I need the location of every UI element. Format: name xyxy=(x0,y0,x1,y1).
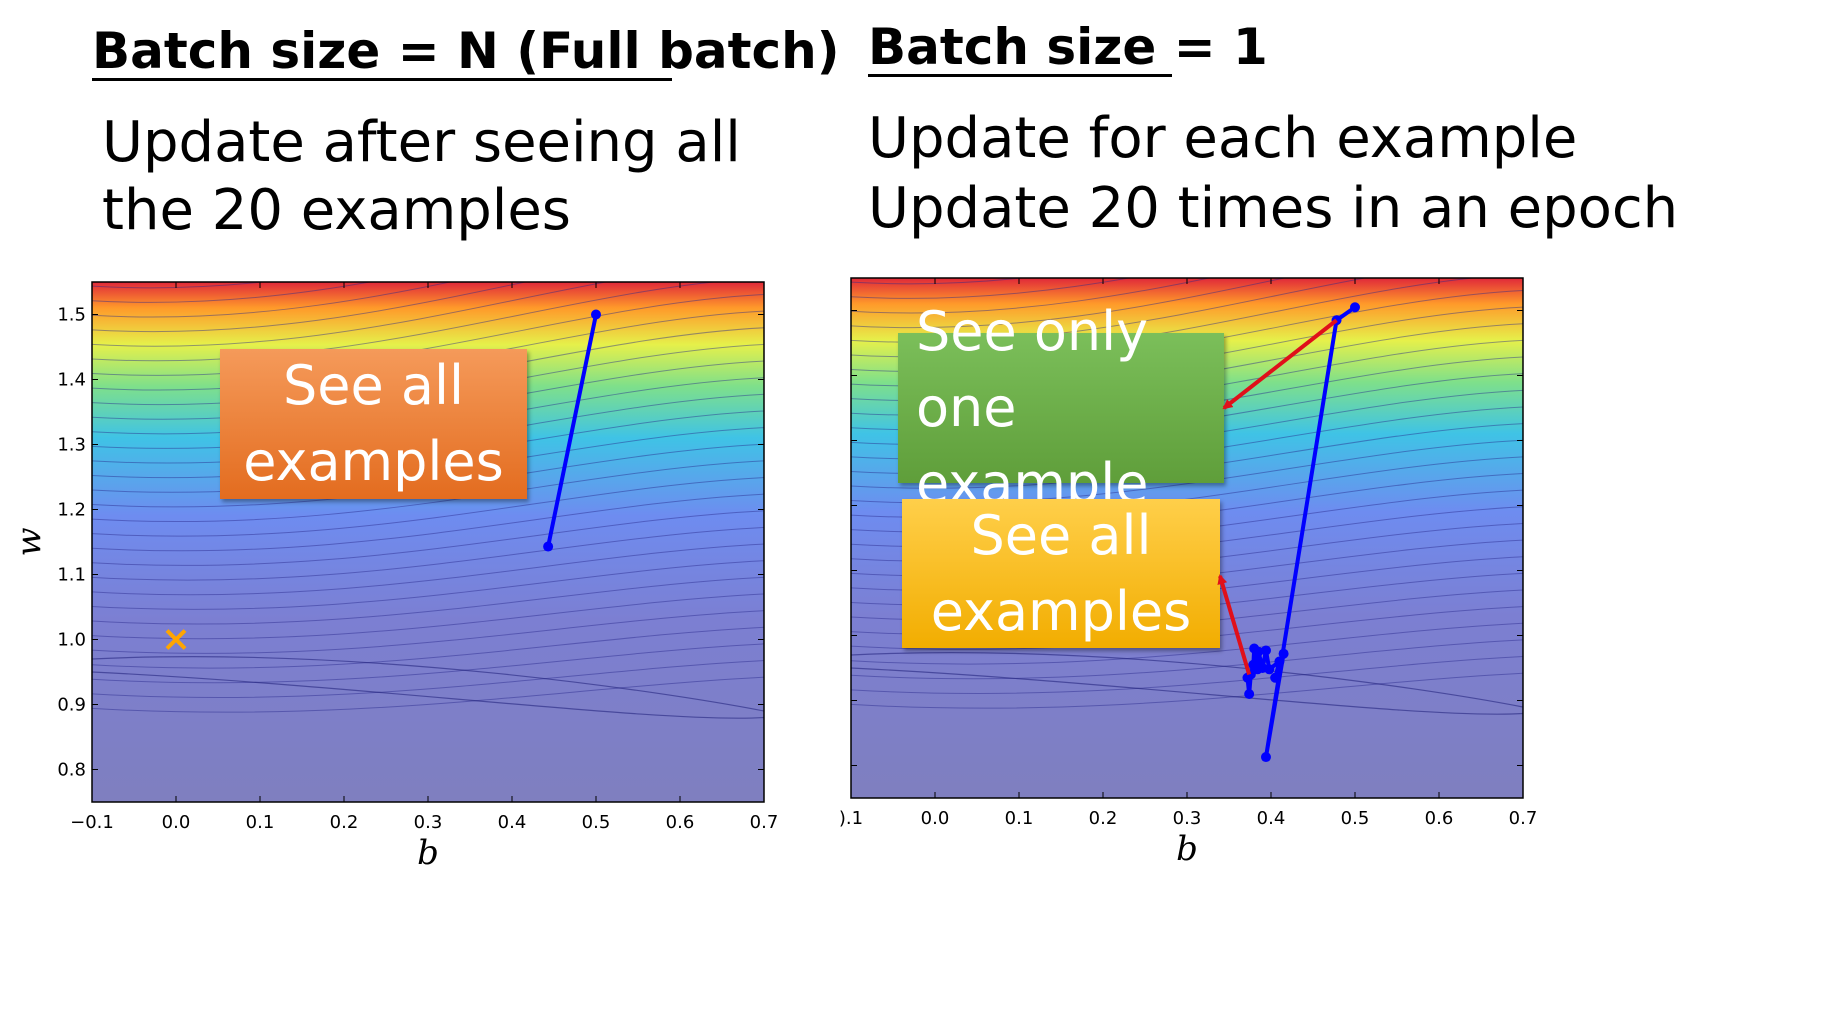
left-see-all-callout: See all examples xyxy=(220,349,527,499)
right-heading-underline xyxy=(868,74,1172,77)
x-tick-label: 0.1 xyxy=(246,812,275,833)
optimum-marker xyxy=(165,629,187,650)
y-tick-label: 1.0 xyxy=(57,630,86,651)
x-tick-label: 0.6 xyxy=(1425,808,1454,829)
x-tick-label: 0.1 xyxy=(1005,808,1034,829)
x-tick-label: 0.0 xyxy=(921,808,950,829)
y-tick-label: 1.4 xyxy=(57,370,86,391)
trajectory-line xyxy=(546,314,598,547)
y-tick-label: 1.2 xyxy=(57,500,86,521)
x-tick-label: 0.3 xyxy=(1173,808,1202,829)
y-tick-label: 0.9 xyxy=(57,695,86,716)
right-see-all-callout-text: See all examples xyxy=(930,503,1192,643)
x-tick-label: −0.1 xyxy=(70,812,114,833)
trajectory-point xyxy=(1260,645,1271,656)
x-tick-label: 0.7 xyxy=(750,812,779,833)
trajectory-point xyxy=(1248,659,1259,670)
y-tick-label: 0.8 xyxy=(57,760,86,781)
x-tick-label: 0.5 xyxy=(1341,808,1370,829)
x-tick-label: 0.3 xyxy=(414,812,443,833)
right-description-line-1: Update for each example xyxy=(868,106,1578,171)
x-tick-label: 0.0 xyxy=(162,812,191,833)
y-tick-label: 1.3 xyxy=(57,435,86,456)
y-tick-label: 1.1 xyxy=(57,565,86,586)
left-description-line-2: the 20 examples xyxy=(102,178,571,243)
trajectory-point xyxy=(1260,752,1271,763)
y-tick-label: 1.5 xyxy=(57,305,86,326)
right-see-one-callout-text: See only one example xyxy=(916,300,1149,515)
right-description-line-2: Update 20 times in an epoch xyxy=(868,176,1679,241)
trajectory-point xyxy=(1242,672,1253,683)
trajectory-line xyxy=(1245,305,1357,760)
left-description-line-1: Update after seeing all xyxy=(102,110,741,175)
trajectory-point xyxy=(1270,672,1281,683)
x-tick-label: 0.2 xyxy=(330,812,359,833)
trajectory-point xyxy=(1278,648,1289,659)
x-tick-label: 0.4 xyxy=(498,812,527,833)
x-tick-label: 0.5 xyxy=(582,812,611,833)
left-heading: Batch size = N (Full batch) xyxy=(92,22,840,80)
x-tick-label: ).1 xyxy=(839,808,863,829)
x-tick-label: 0.4 xyxy=(1257,808,1286,829)
x-tick-label: 0.2 xyxy=(1089,808,1118,829)
trajectory-point xyxy=(543,541,554,552)
left-heading-underline xyxy=(92,78,672,81)
x-tick-label: 0.7 xyxy=(1509,808,1538,829)
trajectory-point xyxy=(1249,643,1260,654)
right-heading: Batch size = 1 xyxy=(868,18,1268,76)
trajectory-point xyxy=(1274,656,1285,667)
trajectory-point xyxy=(1331,315,1342,326)
right-see-all-callout: See all examples xyxy=(902,499,1220,648)
right-see-one-callout: See only one example xyxy=(898,300,1224,515)
x-axis-label: b xyxy=(417,833,439,873)
trajectory-point xyxy=(1350,302,1360,313)
trajectory-point xyxy=(1244,689,1255,699)
x-tick-label: 0.6 xyxy=(666,812,695,833)
y-axis-label: w xyxy=(9,527,49,556)
left-see-all-callout-text: See all examples xyxy=(243,354,504,493)
x-axis-label: b xyxy=(1176,829,1198,869)
trajectory-point xyxy=(591,309,601,320)
